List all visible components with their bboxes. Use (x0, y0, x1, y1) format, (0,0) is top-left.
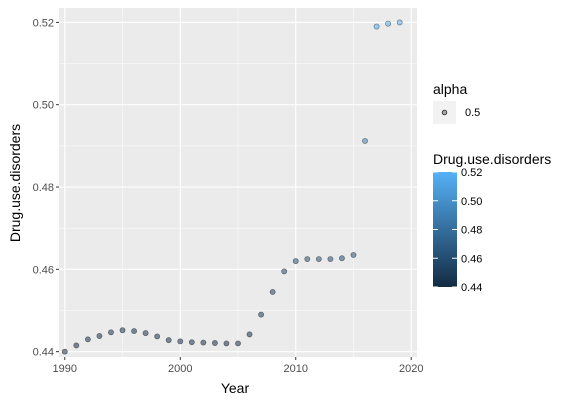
colorbar-label: 0.46 (461, 253, 482, 265)
data-points (61, 19, 403, 355)
x-tick-label: 1990 (53, 363, 77, 375)
data-point (235, 340, 241, 347)
data-point (258, 311, 265, 318)
data-point (281, 268, 288, 275)
data-point (315, 256, 322, 262)
data-point (142, 330, 149, 337)
y-tick-label: 0.48 (33, 182, 54, 194)
data-point (73, 342, 80, 349)
color-legend-title: Drug.use.disorders (433, 151, 551, 167)
color-legend: Drug.use.disorders 0.52 0.50 0.48 0.46 0.44 (433, 151, 551, 294)
data-point (350, 251, 357, 258)
data-point (108, 329, 114, 336)
data-point (188, 339, 195, 346)
data-point (362, 137, 368, 144)
data-point (177, 338, 184, 345)
data-point (327, 256, 334, 262)
x-tick-label: 2010 (283, 363, 307, 375)
data-point (96, 333, 103, 339)
color-legend-ticks: 0.52 0.50 0.48 0.46 0.44 (433, 167, 482, 294)
data-point (269, 289, 276, 295)
data-point (61, 348, 68, 355)
data-point (385, 20, 392, 27)
data-point (373, 23, 380, 30)
y-tick-label: 0.50 (33, 100, 54, 112)
colorbar-label: 0.50 (461, 196, 482, 208)
data-point (200, 339, 207, 346)
axes: 1990 2000 2010 2020 0.44 0.46 0.48 0.50 0.52 (33, 17, 424, 375)
y-axis-title: Drug.use.disorders (7, 124, 23, 242)
data-point (292, 258, 299, 265)
alpha-legend-point (441, 109, 448, 116)
alpha-legend-title: alpha (433, 81, 467, 97)
data-point (119, 327, 126, 334)
data-point (304, 256, 311, 262)
x-tick-label: 2020 (399, 363, 423, 375)
grid-lines (59, 8, 417, 357)
data-point (246, 331, 253, 338)
y-tick-label: 0.46 (33, 264, 54, 276)
data-point (165, 337, 172, 344)
y-tick-label: 0.52 (33, 17, 54, 29)
colorbar-label: 0.52 (461, 167, 482, 179)
colorbar-label: 0.48 (461, 225, 482, 237)
data-point (211, 340, 218, 346)
data-point (223, 340, 230, 347)
colorbar-label: 0.44 (461, 282, 482, 294)
data-point (131, 328, 138, 335)
data-point (154, 333, 161, 340)
alpha-legend-label: 0.5 (465, 107, 480, 119)
x-tick-label: 2000 (168, 363, 192, 375)
data-point (396, 19, 403, 26)
y-tick-label: 0.44 (33, 347, 54, 359)
x-axis-title: Year (221, 380, 250, 396)
data-point (338, 255, 345, 262)
data-point (84, 336, 91, 343)
alpha-legend: alpha 0.5 (433, 81, 480, 124)
